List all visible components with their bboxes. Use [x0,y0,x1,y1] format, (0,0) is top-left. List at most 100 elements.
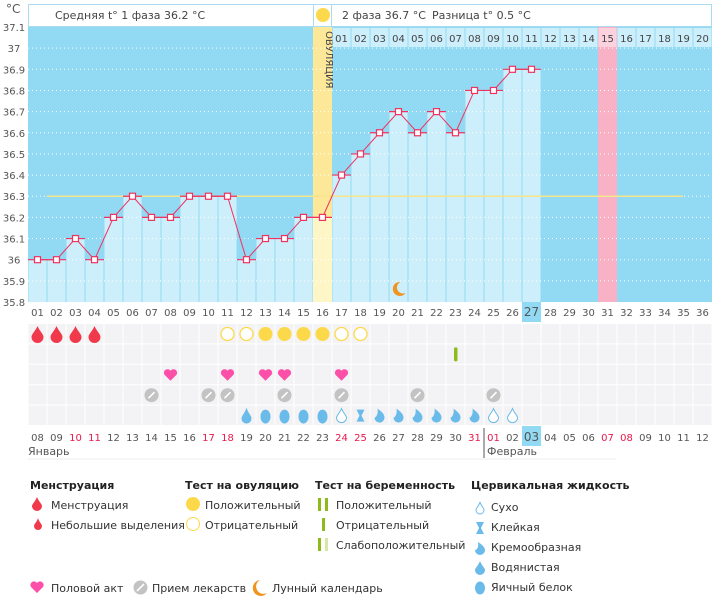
sun-icon [316,8,330,22]
row-cell [47,405,66,425]
legend-heart-icon [30,581,44,597]
calendar-date: 07 [601,433,614,444]
phase2-day-cell [560,28,579,47]
row-cell [313,364,332,385]
calendar-date: 16 [183,433,196,444]
cycle-day-label: 29 [563,308,576,319]
ovulation-test-negative-icon [239,326,254,342]
legend-cervical-dry: Сухо [491,501,519,514]
phase2-day-label: 05 [411,34,424,45]
legend-spotting-item: Небольшие выделения [51,519,185,532]
row-cell [560,405,579,425]
temperature-bar [123,196,142,302]
phase-summary-bar: Средняя t° 1 фаза 36.2 °C 2 фаза 36.7 °C… [28,4,712,27]
row-cell [237,344,256,364]
pill-icon-stroke [489,391,498,399]
cycle-day-label: 22 [430,308,443,319]
phase2-day-cell [503,28,522,47]
calendar-date: 11 [677,433,690,444]
creamy-icon [393,408,404,423]
ovulation-test-positive-icon [296,327,311,341]
legend-cervical-watery-icon [475,561,486,579]
legend-cervical-sticky-icon [475,521,486,539]
highlighted-day-column [598,27,617,302]
row-cell [104,344,123,364]
row-cell [123,324,142,344]
menstruation-drop-icon [69,326,82,343]
moon-icon [392,281,406,296]
phase2-day-label: 06 [430,34,443,45]
cycle-day-label: 09 [183,308,196,319]
calendar-date: 29 [430,433,443,444]
row-cell [655,405,674,425]
row-cell [351,364,370,385]
row-cell [408,364,427,385]
row-cell [294,385,313,405]
temperature-bar [104,217,123,302]
row-cell [541,385,560,405]
row-cell [503,364,522,385]
temperature-point [489,86,498,95]
cycle-day-label: 02 [50,308,63,319]
row-cell [693,385,712,405]
row-cell [522,344,541,364]
temperature-bar [142,217,161,302]
row-cell [655,344,674,364]
row-cell [237,385,256,405]
cycle-day-label: 18 [354,308,367,319]
legend-ovtest-negative: Отрицательный [205,519,299,532]
temperature-point [33,256,42,264]
row-cell [541,344,560,364]
row-cell [465,324,484,344]
row-cell [66,405,85,425]
temperature-bar [351,153,370,302]
unit-label: °C [6,2,21,16]
legend-cervical-sticky: Клейкая [491,521,540,534]
ovulation-label: ОВУЛЯЦИЯ [323,31,334,89]
row-cell [655,364,674,385]
row-cell [28,405,47,425]
row-cell [693,364,712,385]
row-cell [104,364,123,385]
row-cell [104,405,123,425]
calendar-date: 10 [69,433,82,444]
row-cell [85,405,104,425]
phase2-day-cell [351,28,370,47]
menstruation-drop-icon [88,326,101,343]
calendar-date: 17 [202,433,215,444]
phase2-day-cell [541,28,560,47]
phase2-day-cell [579,28,598,47]
calendar-date: 14 [145,433,158,444]
today-date-cell [522,426,541,446]
row-cell [674,405,693,425]
phase2-day-label: 10 [506,34,519,45]
temperature-point [261,234,270,243]
temperature-point [318,213,327,221]
calendar-date: 27 [392,433,405,444]
egg-white-icon [317,409,328,424]
temperature-bar [256,238,275,302]
cycle-day-label: 24 [468,308,481,319]
calendar-date: 09 [50,433,63,444]
phase2-day-cell [636,28,655,47]
legend-menstruation-title: Менструация [30,479,115,492]
calendar-date: 10 [658,433,671,444]
phase2-day-label: 07 [449,34,462,45]
row-cell [313,344,332,364]
y-tick-label: 36.8 [3,86,25,97]
row-cell [598,364,617,385]
row-cell [180,364,199,385]
creamy-icon [469,408,480,423]
row-cell [598,405,617,425]
heart-icon [258,369,273,381]
temperature-bar [446,132,465,302]
heart-icon [334,369,349,381]
row-cell [655,324,674,344]
row-cell [636,405,655,425]
row-cell [522,385,541,405]
calendar-date: 26 [373,433,386,444]
temperature-point [299,213,308,221]
legend-ovtest-negative-icon [186,517,200,534]
row-cell [389,364,408,385]
row-cell [28,344,47,364]
